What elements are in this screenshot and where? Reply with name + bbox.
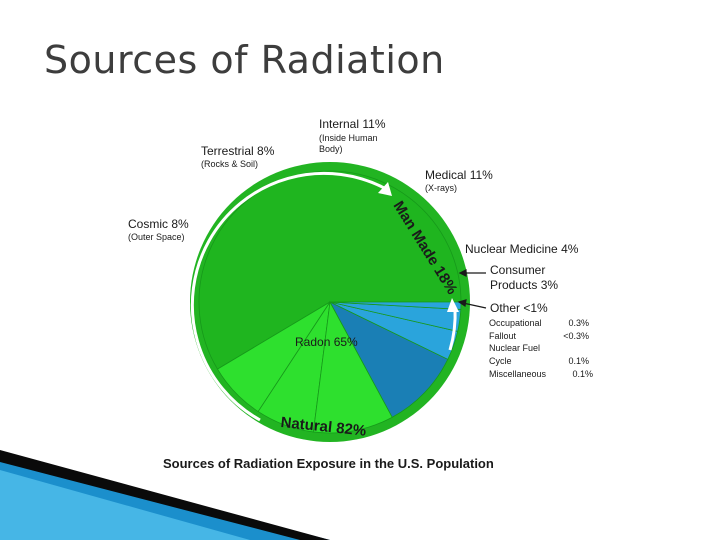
slice-sublabel-internal-2: Body) bbox=[319, 144, 343, 154]
arrow-head-manmade bbox=[447, 298, 459, 312]
slice-label-cosmic: Cosmic 8% bbox=[128, 217, 189, 231]
pie-slice-internal bbox=[312, 300, 393, 434]
pie-slice-medical bbox=[329, 301, 449, 418]
slide-title: Sources of Radiation bbox=[44, 38, 445, 82]
slice-label-terrestrial: Terrestrial 8% bbox=[201, 144, 275, 158]
breakdown-name: Nuclear Fuel bbox=[489, 343, 540, 353]
label-pointers bbox=[457, 269, 487, 309]
breakdown-name: Miscellaneous bbox=[489, 369, 547, 379]
breakdown-value: <0.3% bbox=[563, 331, 589, 341]
corner-decoration bbox=[0, 450, 330, 540]
breakdown-value: 0.1% bbox=[568, 356, 589, 366]
chart-caption: Sources of Radiation Exposure in the U.S… bbox=[163, 456, 494, 471]
breakdown-value: 0.1% bbox=[572, 369, 593, 379]
slice-sublabel-terrestrial: (Rocks & Soil) bbox=[201, 159, 258, 169]
breakdown-value: 0.3% bbox=[568, 318, 589, 328]
breakdown-name: Occupational bbox=[489, 318, 542, 328]
other-breakdown: Occupational 0.3% Fallout <0.3% Nuclear … bbox=[489, 318, 593, 379]
slice-label-medical: Medical 11% bbox=[425, 168, 493, 182]
breakdown-name: Fallout bbox=[489, 331, 517, 341]
slice-sublabel-cosmic: (Outer Space) bbox=[128, 232, 185, 242]
slice-label-nuclear-medicine: Nuclear Medicine 4% bbox=[465, 242, 579, 256]
slice-label-radon: Radon 65% bbox=[295, 335, 358, 349]
slice-label-other: Other <1% bbox=[490, 301, 548, 315]
slice-label-consumer-products-2: Products 3% bbox=[490, 278, 558, 292]
breakdown-name: Cycle bbox=[489, 356, 512, 366]
slice-label-consumer-products: Consumer bbox=[490, 263, 545, 277]
arrow-head-natural bbox=[378, 182, 392, 196]
slice-label-internal: Internal 11% bbox=[319, 117, 386, 131]
slice-sublabel-internal: (Inside Human bbox=[319, 133, 378, 143]
slice-sublabel-medical: (X-rays) bbox=[425, 183, 457, 193]
